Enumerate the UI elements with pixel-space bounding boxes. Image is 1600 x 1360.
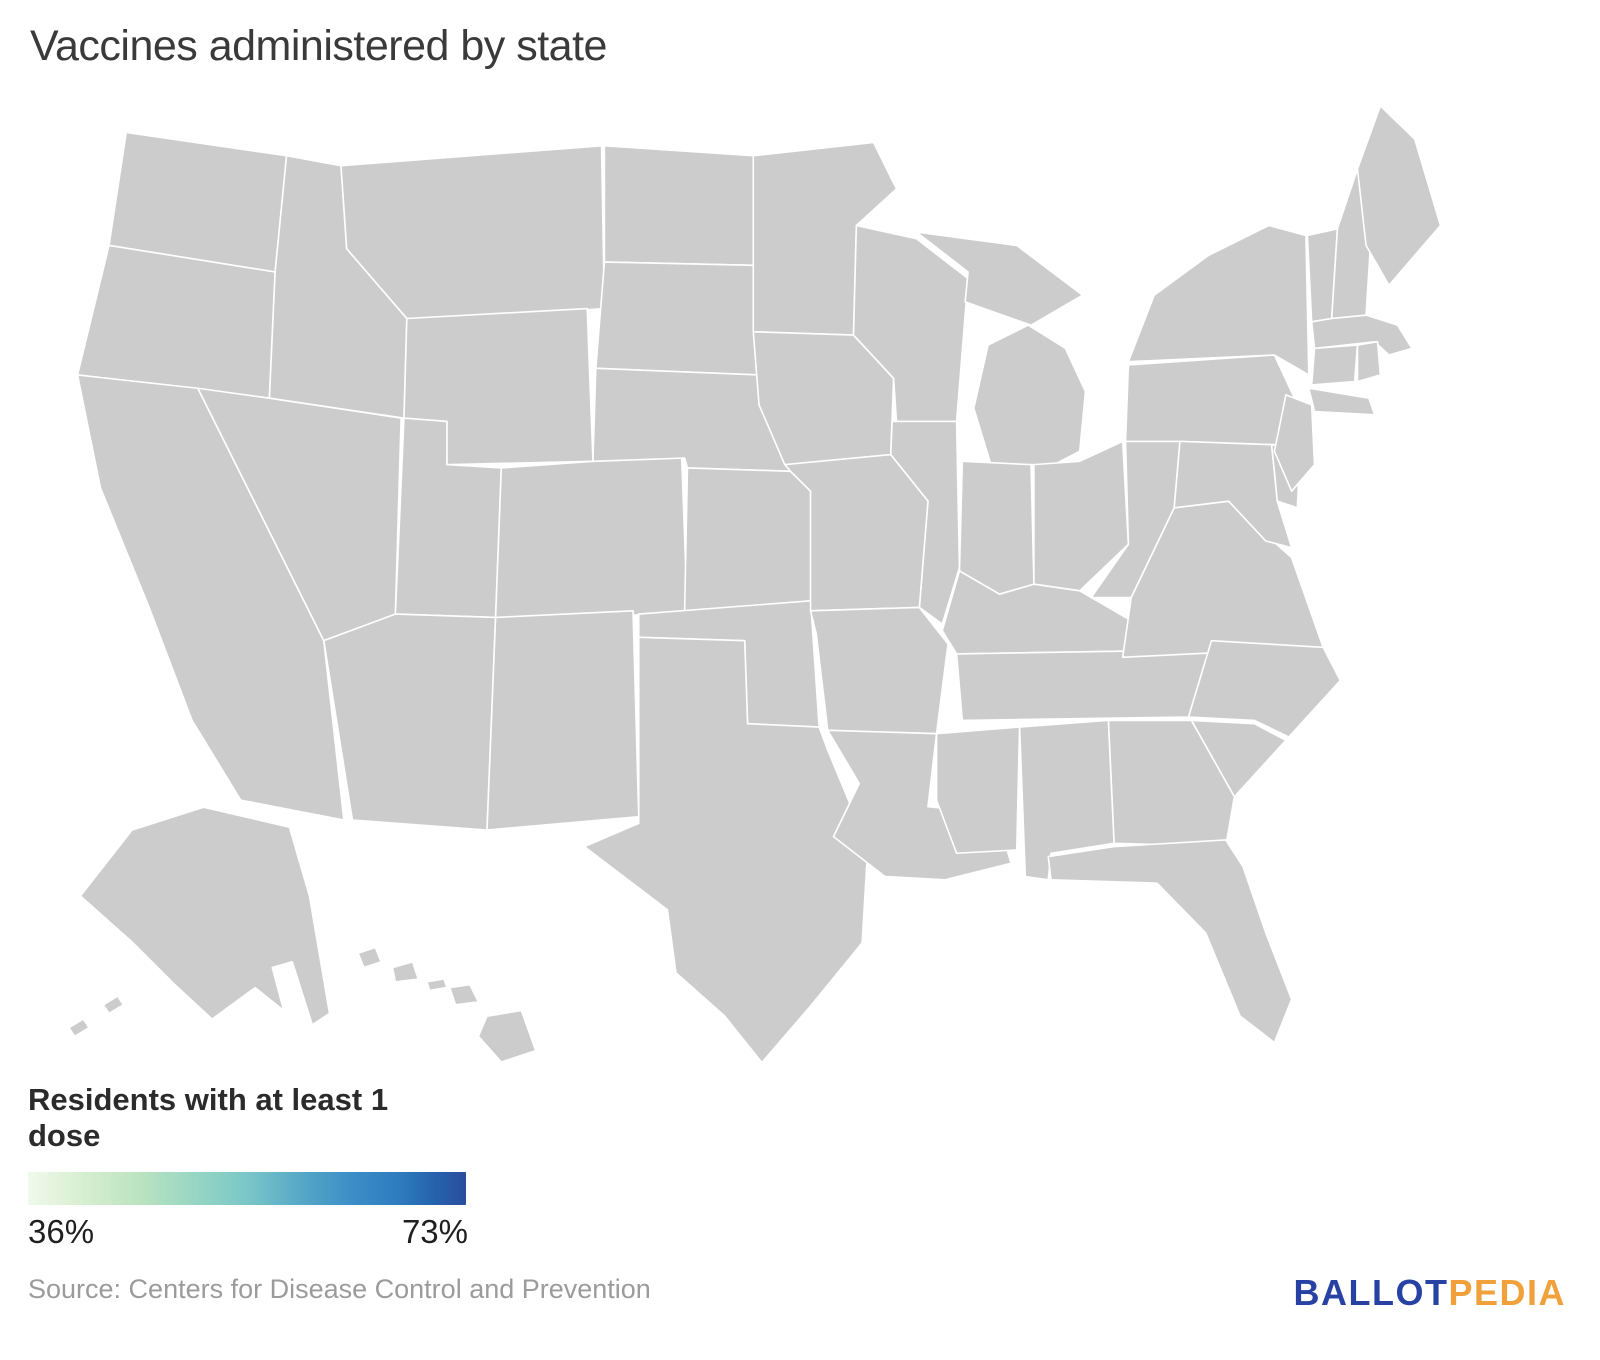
- state-mi[interactable]: [917, 232, 1086, 465]
- state-ny[interactable]: [1128, 225, 1374, 414]
- state-tx[interactable]: [584, 637, 867, 1062]
- state-ar[interactable]: [811, 607, 948, 733]
- legend-gradient-bar: [28, 1172, 466, 1205]
- state-nd[interactable]: [604, 146, 753, 266]
- state-ak-mainland[interactable]: [80, 807, 329, 1025]
- state-al[interactable]: [1020, 720, 1114, 879]
- state-in[interactable]: [959, 461, 1033, 594]
- state-ct[interactable]: [1312, 345, 1358, 385]
- state-ny-long-island[interactable]: [1309, 388, 1375, 415]
- legend-min-label: 36%: [28, 1213, 95, 1250]
- logo-pedia-text: PEDIA: [1448, 1272, 1566, 1313]
- state-hi-big-island[interactable]: [478, 1011, 535, 1063]
- state-hi-maui[interactable]: [450, 985, 479, 1005]
- state-nc[interactable]: [1189, 641, 1341, 737]
- state-sd[interactable]: [596, 262, 759, 375]
- state-mi-lower-peninsula[interactable]: [974, 325, 1086, 465]
- legend-max-label: 73%: [401, 1213, 468, 1250]
- us-choropleth-map: [26, 92, 1472, 1070]
- state-ks[interactable]: [685, 468, 811, 614]
- state-me[interactable]: [1357, 106, 1440, 285]
- state-ny-mainland[interactable]: [1128, 225, 1308, 374]
- state-hi-kauai[interactable]: [358, 948, 381, 968]
- ballotpedia-logo: BALLOTPEDIA: [1294, 1272, 1567, 1314]
- state-ak-aleutian-1[interactable]: [69, 1019, 89, 1036]
- state-or[interactable]: [78, 245, 276, 398]
- page-title: Vaccines administered by state: [30, 22, 607, 70]
- state-mi-upper-peninsula[interactable]: [917, 232, 1083, 325]
- mainland-group: [78, 106, 1441, 1063]
- legend: Residents with at least 1 dose 36% 73%: [28, 1082, 468, 1251]
- state-ak-aleutian-2[interactable]: [103, 996, 123, 1013]
- logo-ballot-text: BALLOT: [1293, 1272, 1449, 1313]
- state-ak[interactable]: [69, 807, 330, 1036]
- legend-labels: 36% 73%: [28, 1213, 468, 1251]
- state-ms[interactable]: [937, 727, 1020, 853]
- state-nm[interactable]: [487, 611, 639, 830]
- state-hi-molokai[interactable]: [427, 979, 447, 990]
- state-nj[interactable]: [1274, 395, 1314, 491]
- legend-title: Residents with at least 1 dose: [28, 1082, 389, 1153]
- state-hi[interactable]: [358, 948, 536, 1063]
- state-fl[interactable]: [1048, 840, 1291, 1043]
- us-map-svg: [26, 92, 1472, 1070]
- source-text: Source: Centers for Disease Control and …: [28, 1274, 651, 1304]
- state-pa[interactable]: [1126, 355, 1295, 445]
- state-hi-oahu[interactable]: [393, 962, 419, 982]
- state-ri[interactable]: [1357, 342, 1380, 382]
- state-az[interactable]: [324, 614, 496, 830]
- state-nv[interactable]: [198, 388, 401, 640]
- state-co[interactable]: [496, 458, 688, 617]
